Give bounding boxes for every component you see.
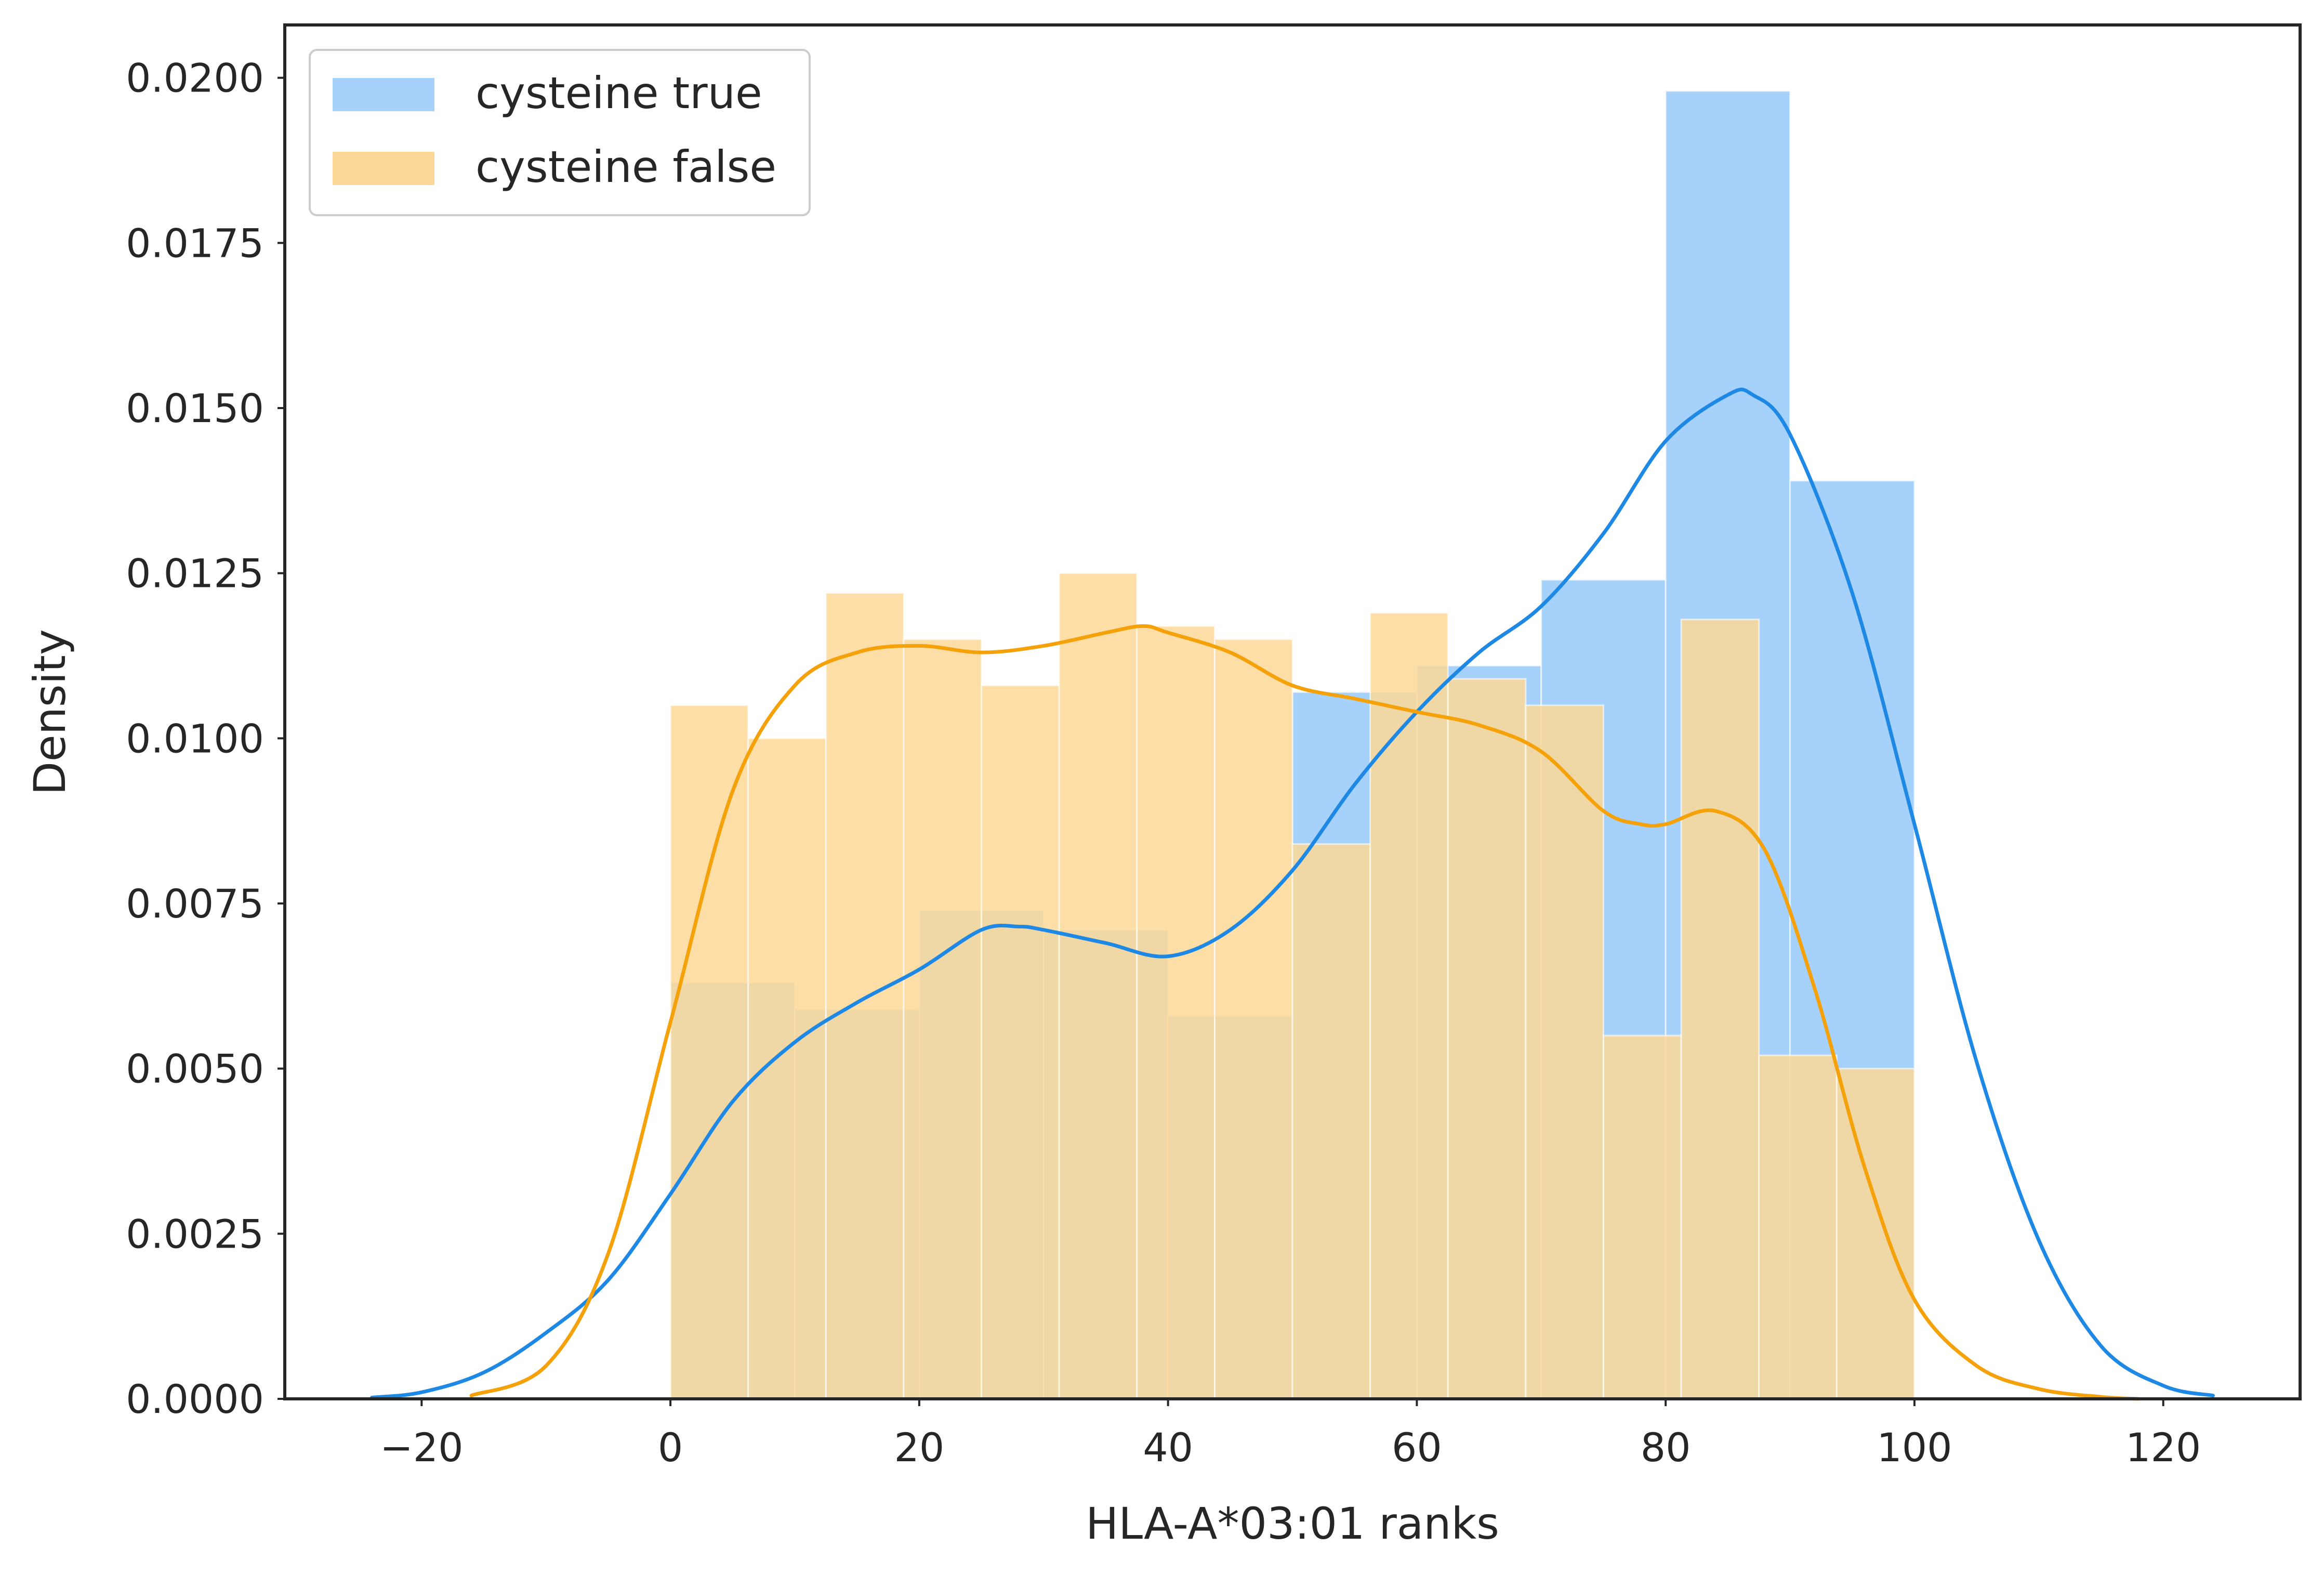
bar-cysteine-false — [825, 592, 905, 1400]
bar-cysteine-false — [981, 685, 1060, 1400]
legend-swatch-cysteine-false — [333, 152, 434, 185]
bar-cysteine-false — [1213, 638, 1293, 1400]
y-tick-label: 0.0025 — [126, 1211, 264, 1257]
x-tick-label: 60 — [1392, 1424, 1442, 1471]
legend-label-cysteine-true: cysteine true — [476, 68, 762, 119]
y-tick-label: 0.0075 — [126, 881, 264, 927]
bar-cysteine-false — [1447, 678, 1527, 1400]
y-tick-label: 0.0200 — [126, 55, 264, 101]
x-axis-title: HLA-A*03:01 ranks — [1086, 1498, 1499, 1549]
x-tick-label: −20 — [380, 1424, 463, 1471]
y-axis-title: Density — [24, 629, 75, 795]
legend: cysteine true cysteine false — [309, 49, 811, 216]
legend-label-cysteine-false: cysteine false — [476, 141, 776, 192]
bar-cysteine-false — [1136, 625, 1216, 1400]
y-axis: 0.0000 0.0025 0.0050 0.0075 0.0100 0.0125 0.01… — [126, 55, 285, 1422]
kde-line-cysteine-true — [370, 387, 2215, 1399]
x-tick-label: 120 — [2125, 1424, 2201, 1471]
bar-cysteine-false — [1758, 1054, 1838, 1400]
bars-layer — [669, 90, 1916, 1400]
y-tick-label: 0.0050 — [126, 1046, 264, 1092]
x-tick-label: 20 — [894, 1424, 944, 1471]
bar-cysteine-false — [747, 737, 827, 1400]
x-axis: −20 0 20 40 60 80 100 120 — [380, 1399, 2201, 1471]
kde-line-cysteine-false — [469, 624, 2141, 1401]
bar-cysteine-false — [1369, 612, 1449, 1400]
bar-cysteine-false — [1836, 1068, 1916, 1400]
x-tick-label: 80 — [1641, 1424, 1691, 1471]
bar-cysteine-false — [1291, 843, 1371, 1400]
x-tick-label: 40 — [1143, 1424, 1193, 1471]
bar-cysteine-false — [1058, 572, 1138, 1400]
y-tick-label: 0.0175 — [126, 220, 264, 266]
y-tick-label: 0.0100 — [126, 715, 264, 762]
bar-cysteine-false — [1525, 704, 1604, 1400]
x-tick-label: 0 — [658, 1424, 683, 1471]
y-tick-label: 0.0000 — [126, 1376, 264, 1422]
plot-frame — [283, 23, 2302, 1400]
bar-cysteine-false — [1680, 619, 1760, 1400]
x-tick-label: 100 — [1877, 1424, 1952, 1471]
bar-cysteine-false — [1602, 1034, 1682, 1400]
bar-cysteine-false — [669, 704, 749, 1400]
y-tick-label: 0.0125 — [126, 550, 264, 597]
bar-cysteine-false — [903, 638, 983, 1400]
y-tick-label: 0.0150 — [126, 385, 264, 431]
legend-box — [309, 49, 811, 216]
legend-swatch-cysteine-true — [333, 78, 434, 111]
kde-layer — [370, 387, 2215, 1401]
